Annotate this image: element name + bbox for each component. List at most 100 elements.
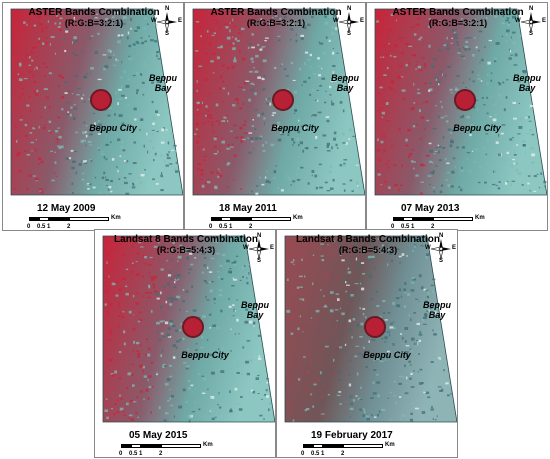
scale-tick-label: 2 xyxy=(431,224,435,230)
scale-segment xyxy=(231,217,251,221)
compass-n-label: N xyxy=(165,6,170,12)
scale-segment xyxy=(221,217,231,221)
scale-segment xyxy=(343,444,383,448)
scale-tick-label: 1 xyxy=(229,224,233,230)
panel-title: ASTER Bands Combination xyxy=(28,7,160,18)
panel-title: ASTER Bands Combination xyxy=(210,7,342,18)
scale-bar: 0 0.5 1 2 Km xyxy=(391,215,523,230)
compass-w-label: W xyxy=(151,18,157,24)
scale-segment xyxy=(403,217,413,221)
map-panel-2017: Landsat 8 Bands Combination (R:G:B=5:4:3… xyxy=(276,229,458,458)
panel-subtitle: (R:G:B=3:2:1) xyxy=(246,18,306,28)
compass-s-label: S xyxy=(347,31,352,37)
scale-tick-label: 0 xyxy=(119,451,123,457)
bay-label: Beppu Bay xyxy=(241,300,269,320)
compass-w-label: W xyxy=(425,245,431,251)
map-panel-2011: ASTER Bands Combination (R:G:B=3:2:1) Be… xyxy=(184,2,366,231)
panel-title: Landsat 8 Bands Combination xyxy=(296,234,440,245)
scale-segment xyxy=(69,217,109,221)
scale-segment xyxy=(39,217,49,221)
map-panel-2015: Landsat 8 Bands Combination (R:G:B=5:4:3… xyxy=(94,229,276,458)
scale-bar: 0 0.5 1 2 Km xyxy=(209,215,341,230)
compass-e-label: E xyxy=(452,245,457,251)
satellite-image xyxy=(284,235,457,423)
city-label: Beppu City xyxy=(89,123,137,133)
compass-n-label: N xyxy=(439,233,444,239)
scale-unit-label: Km xyxy=(293,215,303,221)
compass-n-label: N xyxy=(347,6,352,12)
scale-segment xyxy=(313,444,323,448)
scale-tick-label: 2 xyxy=(341,451,345,457)
date-label: 05 May 2015 xyxy=(129,430,188,441)
map-panel-2009: ASTER Bands Combination (R:G:B=3:2:1) Be… xyxy=(2,2,184,231)
scale-tick-label: 0.5 xyxy=(219,224,228,230)
scale-segment xyxy=(49,217,69,221)
compass-s-label: S xyxy=(529,31,534,37)
city-label: Beppu City xyxy=(363,350,411,360)
scale-tick-label: 0.5 xyxy=(401,224,410,230)
scale-bar: 0 0.5 1 2 Km xyxy=(27,215,159,230)
compass-s-label: S xyxy=(439,258,444,264)
date-label: 07 May 2013 xyxy=(401,203,460,214)
north-arrow-icon: N S W E xyxy=(151,6,183,37)
scale-segment xyxy=(323,444,343,448)
panel-subtitle: (R:G:B=5:4:3) xyxy=(338,245,398,255)
panel-title: Landsat 8 Bands Combination xyxy=(114,234,258,245)
compass-s-label: S xyxy=(165,31,170,37)
panel-subtitle: (R:G:B=3:2:1) xyxy=(64,18,124,28)
scale-segment xyxy=(131,444,141,448)
north-arrow-icon: N S W E xyxy=(243,233,274,264)
north-arrow-icon: N S W E xyxy=(425,233,457,264)
panel-title: ASTER Bands Combination xyxy=(392,7,524,18)
scale-unit-label: Km xyxy=(385,442,395,448)
panel-subtitle: (R:G:B=5:4:3) xyxy=(156,245,216,255)
scale-tick-label: 0 xyxy=(301,451,305,457)
bay-label: Beppu Bay xyxy=(423,300,451,320)
bay-label: Beppu Bay xyxy=(149,73,177,93)
bay-label: Beppu Bay xyxy=(513,73,541,93)
scale-tick-label: 0.5 xyxy=(37,224,46,230)
bay-label: Beppu Bay xyxy=(331,73,359,93)
scale-segment xyxy=(211,217,221,221)
city-label: Beppu City xyxy=(181,350,229,360)
compass-w-label: W xyxy=(333,18,339,24)
compass-w-label: W xyxy=(515,18,521,24)
scale-tick-label: 1 xyxy=(139,451,143,457)
scale-tick-label: 0.5 xyxy=(129,451,138,457)
satellite-image xyxy=(192,8,365,196)
compass-w-label: W xyxy=(243,245,249,251)
scale-tick-label: 0 xyxy=(391,224,395,230)
scale-segment xyxy=(433,217,473,221)
date-label: 18 May 2011 xyxy=(219,203,277,214)
scale-segment xyxy=(303,444,313,448)
scale-tick-label: 2 xyxy=(67,224,71,230)
satellite-image xyxy=(10,8,183,196)
scale-tick-label: 2 xyxy=(249,224,253,230)
scale-unit-label: Km xyxy=(475,215,485,221)
scale-segment xyxy=(29,217,39,221)
satellite-image xyxy=(374,8,547,196)
north-arrow-icon: N S W E xyxy=(515,6,546,37)
scale-tick-label: 0.5 xyxy=(311,451,320,457)
map-panel-2013: ASTER Bands Combination (R:G:B=3:2:1) Be… xyxy=(366,2,548,231)
city-label: Beppu City xyxy=(453,123,501,133)
scale-unit-label: Km xyxy=(111,215,121,221)
compass-s-label: S xyxy=(257,258,262,264)
scale-segment xyxy=(251,217,291,221)
compass-e-label: E xyxy=(178,18,183,24)
satellite-image xyxy=(102,235,275,423)
panel-subtitle: (R:G:B=3:2:1) xyxy=(428,18,488,28)
scale-bar: 0 0.5 1 2 Km xyxy=(301,442,433,457)
scale-unit-label: Km xyxy=(203,442,213,448)
compass-n-label: N xyxy=(529,6,534,12)
scale-tick-label: 0 xyxy=(209,224,213,230)
scale-tick-label: 2 xyxy=(159,451,163,457)
scale-tick-label: 1 xyxy=(411,224,415,230)
compass-n-label: N xyxy=(257,233,262,239)
date-label: 19 February 2017 xyxy=(311,430,393,441)
scale-segment xyxy=(413,217,433,221)
scale-segment xyxy=(121,444,131,448)
compass-e-label: E xyxy=(360,18,365,24)
north-arrow-icon: N S W E xyxy=(333,6,365,37)
scale-tick-label: 1 xyxy=(321,451,325,457)
